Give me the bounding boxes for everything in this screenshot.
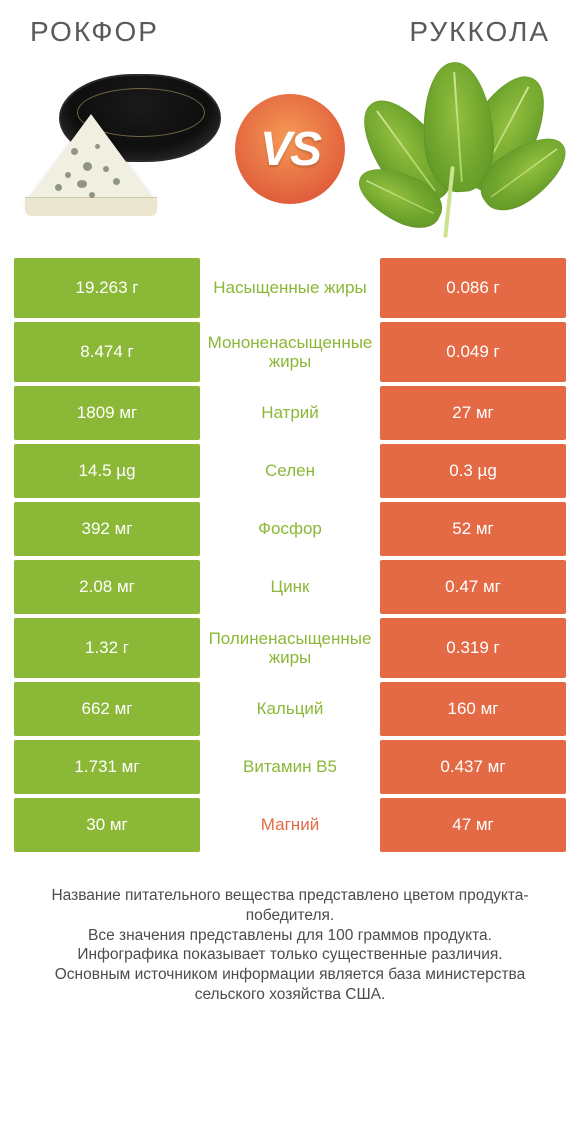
left-value-cell: 30 мг	[14, 798, 200, 852]
cheese-icon	[25, 74, 215, 224]
left-value-cell: 662 мг	[14, 682, 200, 736]
vs-badge: VS	[235, 94, 345, 204]
nutrient-label: Кальций	[204, 682, 376, 736]
nutrient-label: Фосфор	[204, 502, 376, 556]
left-value-cell: 392 мг	[14, 502, 200, 556]
left-value-cell: 14.5 µg	[14, 444, 200, 498]
table-row: 14.5 µgСелен0.3 µg	[14, 444, 566, 498]
right-value-cell: 0.3 µg	[380, 444, 566, 498]
table-row: 19.263 гНасыщенные жиры0.086 г	[14, 258, 566, 318]
arugula-icon	[365, 64, 555, 234]
table-row: 8.474 гМононенасыщенные жиры0.049 г	[14, 322, 566, 382]
nutrient-label: Селен	[204, 444, 376, 498]
comparison-table: 19.263 гНасыщенные жиры0.086 г8.474 гМон…	[14, 258, 566, 852]
right-value-cell: 160 мг	[380, 682, 566, 736]
images-row: VS	[10, 58, 570, 254]
nutrient-label: Витамин B5	[204, 740, 376, 794]
nutrient-label: Полиненасыщенные жиры	[204, 618, 376, 678]
nutrient-label: Магний	[204, 798, 376, 852]
table-row: 1.731 мгВитамин B50.437 мг	[14, 740, 566, 794]
left-product-image	[20, 64, 220, 234]
left-value-cell: 1.731 мг	[14, 740, 200, 794]
right-value-cell: 52 мг	[380, 502, 566, 556]
footnote-text: Название питательного вещества представл…	[10, 886, 570, 1005]
table-row: 1809 мгНатрий27 мг	[14, 386, 566, 440]
left-value-cell: 2.08 мг	[14, 560, 200, 614]
table-row: 1.32 гПолиненасыщенные жиры0.319 г	[14, 618, 566, 678]
right-value-cell: 27 мг	[380, 386, 566, 440]
table-row: 30 мгМагний47 мг	[14, 798, 566, 852]
left-value-cell: 19.263 г	[14, 258, 200, 318]
table-row: 392 мгФосфор52 мг	[14, 502, 566, 556]
right-value-cell: 0.319 г	[380, 618, 566, 678]
table-row: 2.08 мгЦинк0.47 мг	[14, 560, 566, 614]
right-value-cell: 0.47 мг	[380, 560, 566, 614]
right-value-cell: 0.049 г	[380, 322, 566, 382]
nutrient-label: Мононенасыщенные жиры	[204, 322, 376, 382]
left-product-title: РОКФОР	[30, 16, 159, 48]
left-value-cell: 8.474 г	[14, 322, 200, 382]
right-value-cell: 47 мг	[380, 798, 566, 852]
right-product-title: РУККОЛА	[409, 16, 550, 48]
titles-row: РОКФОР РУККОЛА	[10, 10, 570, 58]
nutrient-label: Цинк	[204, 560, 376, 614]
table-row: 662 мгКальций160 мг	[14, 682, 566, 736]
right-value-cell: 0.437 мг	[380, 740, 566, 794]
nutrient-label: Насыщенные жиры	[204, 258, 376, 318]
left-value-cell: 1809 мг	[14, 386, 200, 440]
left-value-cell: 1.32 г	[14, 618, 200, 678]
nutrient-label: Натрий	[204, 386, 376, 440]
right-value-cell: 0.086 г	[380, 258, 566, 318]
right-product-image	[360, 64, 560, 234]
